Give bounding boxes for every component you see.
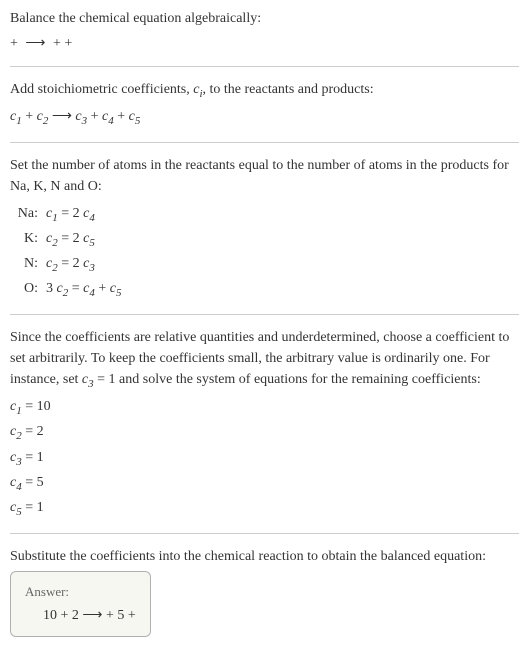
coef-val: = 10 bbox=[22, 399, 51, 414]
intro-lhs: + bbox=[10, 36, 21, 51]
atom-equation: c1 = 2 c4 bbox=[46, 203, 95, 226]
divider bbox=[10, 314, 519, 315]
divider bbox=[10, 142, 519, 143]
coef-val: = 1 bbox=[22, 450, 44, 465]
solve-text2: and solve the system of equations for th… bbox=[116, 372, 481, 387]
plus: + bbox=[114, 109, 129, 124]
atom-label: K: bbox=[14, 228, 46, 249]
intro-rhs: + + bbox=[53, 36, 72, 51]
intro-reaction: + ⟶ + + bbox=[10, 33, 519, 54]
answer-rhs: + 5 + bbox=[106, 608, 136, 623]
plus: + bbox=[95, 281, 110, 296]
coef-row: c1 = 10 bbox=[10, 396, 519, 419]
c-sub: 5 bbox=[89, 237, 95, 249]
arrow-icon: ⟶ bbox=[25, 33, 45, 54]
substitute-section: Substitute the coefficients into the che… bbox=[10, 546, 519, 638]
intro-section: Balance the chemical equation algebraica… bbox=[10, 8, 519, 54]
divider bbox=[10, 533, 519, 534]
coef-row: c3 = 1 bbox=[10, 447, 519, 470]
atoms-intro: Set the number of atoms in the reactants… bbox=[10, 155, 519, 197]
atom-label: O: bbox=[14, 278, 46, 299]
atom-label: Na: bbox=[14, 203, 46, 224]
coef-row: c2 = 2 bbox=[10, 421, 519, 444]
arrow-icon: ⟶ bbox=[48, 109, 75, 124]
eq-text: = bbox=[68, 281, 83, 296]
eq-text: = 2 bbox=[58, 206, 83, 221]
atom-row: N: c2 = 2 c3 bbox=[14, 253, 519, 276]
atom-row: O: 3 c2 = c4 + c5 bbox=[14, 278, 519, 301]
solve-section: Since the coefficients are relative quan… bbox=[10, 327, 519, 521]
atom-equation: 3 c2 = c4 + c5 bbox=[46, 278, 121, 301]
coef-val: = 1 bbox=[22, 500, 44, 515]
substitute-text: Substitute the coefficients into the che… bbox=[10, 546, 519, 567]
eq-text: = 2 bbox=[58, 256, 83, 271]
arrow-icon: ⟶ bbox=[82, 608, 106, 623]
coef-row: c4 = 5 bbox=[10, 472, 519, 495]
coef-pre: 3 bbox=[46, 281, 57, 296]
c-sub: 3 bbox=[89, 262, 95, 274]
atom-row: K: c2 = 2 c5 bbox=[14, 228, 519, 251]
c-sub: 5 bbox=[116, 287, 122, 299]
atom-label: N: bbox=[14, 253, 46, 274]
stoich-section: Add stoichiometric coefficients, ci, to … bbox=[10, 79, 519, 130]
stoich-pre: Add stoichiometric coefficients, bbox=[10, 82, 193, 97]
coef-val: = 2 bbox=[22, 424, 44, 439]
atom-equation: c2 = 2 c3 bbox=[46, 253, 95, 276]
eq-text: = 2 bbox=[58, 231, 83, 246]
stoich-text: Add stoichiometric coefficients, ci, to … bbox=[10, 79, 519, 102]
solve-text: Since the coefficients are relative quan… bbox=[10, 327, 519, 392]
stoich-post: , to the reactants and products: bbox=[203, 82, 374, 97]
atoms-table: Na: c1 = 2 c4 K: c2 = 2 c5 N: c2 = 2 c3 … bbox=[14, 203, 519, 302]
stoich-equation: c1 + c2 ⟶ c3 + c4 + c5 bbox=[10, 106, 519, 129]
divider bbox=[10, 66, 519, 67]
plus: + bbox=[22, 109, 37, 124]
c-sub: 5 bbox=[135, 115, 141, 127]
atoms-section: Set the number of atoms in the reactants… bbox=[10, 155, 519, 302]
c-sub: 4 bbox=[89, 211, 95, 223]
coef-val: = 5 bbox=[22, 475, 44, 490]
atom-row: Na: c1 = 2 c4 bbox=[14, 203, 519, 226]
answer-box: Answer: 10 + 2 ⟶ + 5 + bbox=[10, 571, 151, 638]
set-val: = 1 bbox=[94, 372, 116, 387]
answer-label: Answer: bbox=[25, 582, 136, 602]
atom-equation: c2 = 2 c5 bbox=[46, 228, 95, 251]
answer-lhs: 10 + 2 bbox=[43, 608, 82, 623]
intro-line1: Balance the chemical equation algebraica… bbox=[10, 8, 519, 29]
plus: + bbox=[87, 109, 102, 124]
answer-equation: 10 + 2 ⟶ + 5 + bbox=[25, 605, 136, 626]
coef-list: c1 = 10 c2 = 2 c3 = 1 c4 = 5 c5 = 1 bbox=[10, 396, 519, 520]
coef-row: c5 = 1 bbox=[10, 497, 519, 520]
